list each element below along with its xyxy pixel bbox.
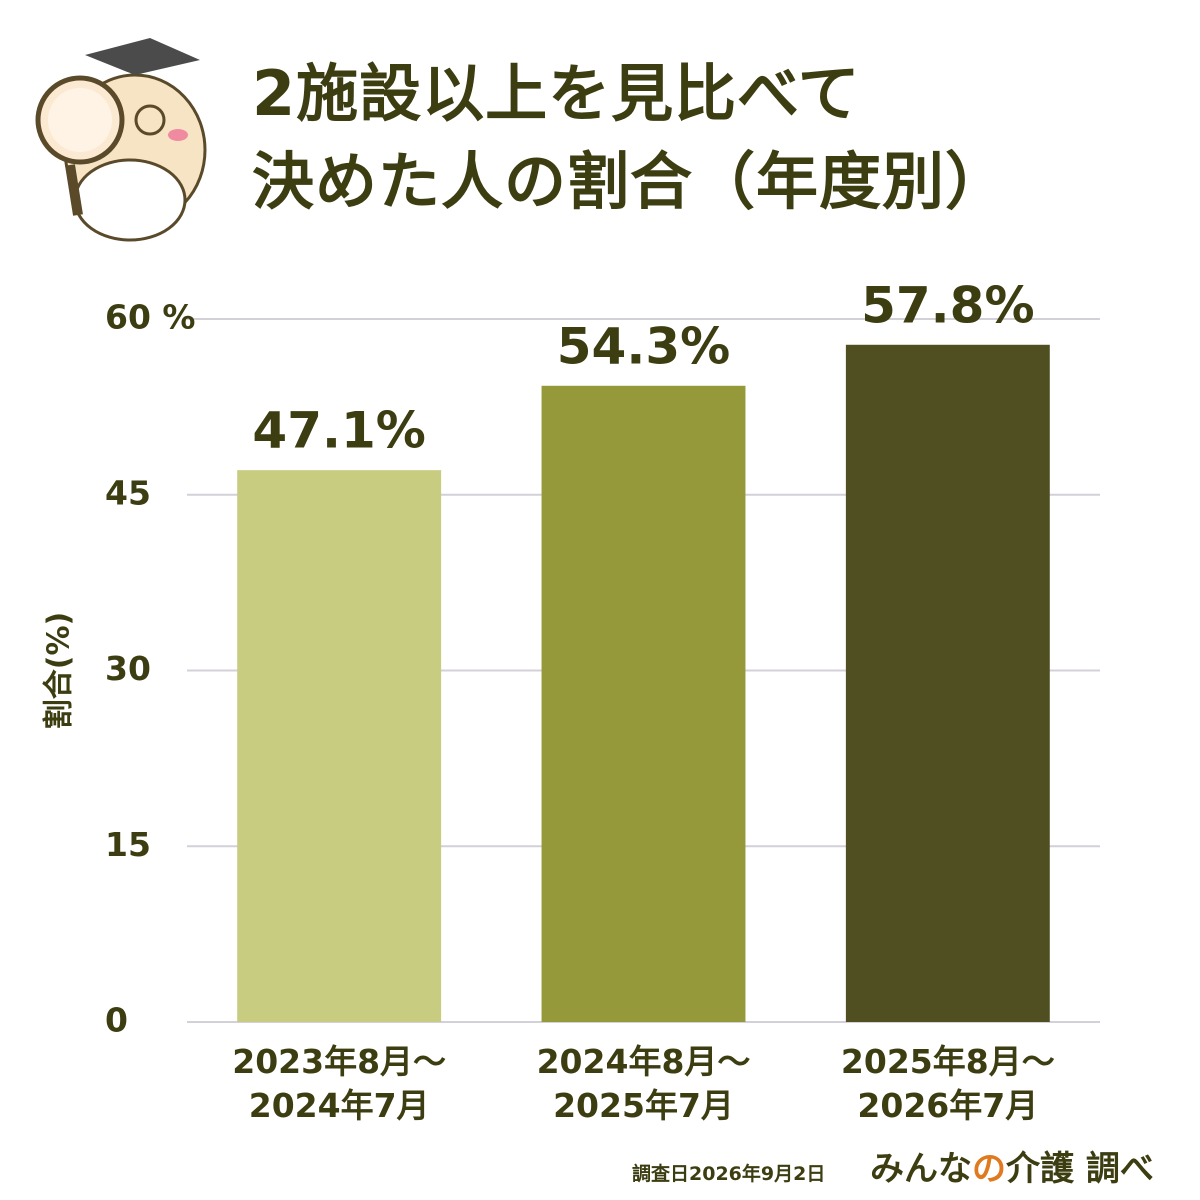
value-label: 47.1% [252, 402, 425, 460]
source-part: 調べ [1085, 1149, 1154, 1189]
source: みんなの介護 調べ [870, 1141, 1154, 1190]
x-tick-label: 2023年8月〜 2024年7月 [232, 1042, 447, 1125]
y-tick-label: 0 [105, 1001, 128, 1040]
bar [845, 344, 1050, 1022]
bar [237, 470, 442, 1022]
source-part: 介護 [1006, 1149, 1074, 1189]
x-tick-label: 2025年8月〜 2026年7月 [840, 1042, 1055, 1125]
mascot [35, 38, 207, 242]
y-tick-label: 15 [105, 825, 151, 864]
value-label: 54.3% [557, 317, 730, 375]
y-tick-label: 60 % [105, 298, 195, 337]
y-tick-label: 45 [105, 473, 151, 512]
chart-title: 2施設以上を見比べて 決めた人の割合（年度別） [252, 57, 1009, 218]
y-tick-label: 30 [105, 649, 151, 688]
x-tick-label: 2024年8月〜 2025年7月 [536, 1042, 751, 1125]
source-part: の [972, 1149, 1006, 1189]
survey-date: 調査日2026年9月2日 [632, 1163, 826, 1185]
y-axis-label: 割合(%) [42, 612, 77, 729]
value-label: 57.8% [861, 276, 1034, 334]
bar [541, 385, 746, 1022]
source-part: みんな [870, 1149, 972, 1189]
